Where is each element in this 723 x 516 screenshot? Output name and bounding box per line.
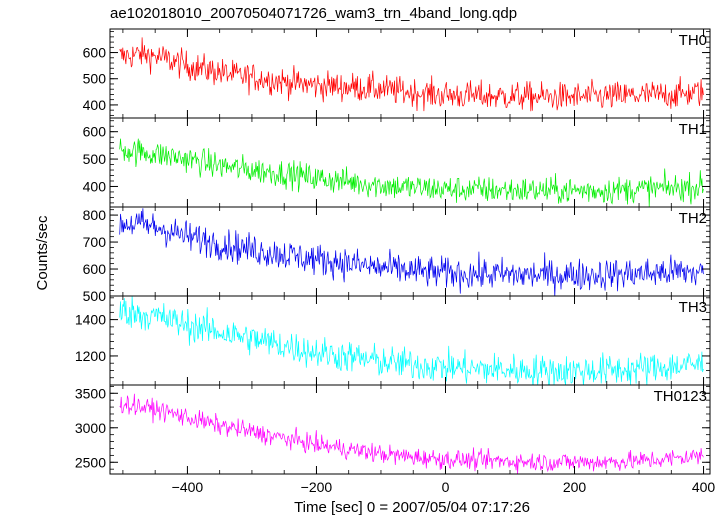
panel-th1: 400 500 600 TH1 (83, 117, 711, 208)
y-tick-label: 600 (83, 124, 107, 140)
panels-group: 400 500 600 TH0 400 500 600 TH1 500 600 700 800 TH2 1… (75, 28, 716, 495)
y-axis-label: Counts/sec (34, 215, 51, 291)
chart-title: ae102018010_20070504071726_wam3_trn_4ban… (110, 5, 517, 22)
panel-frame (109, 384, 711, 475)
series-label: TH2 (679, 210, 707, 227)
x-axis-label: Time [sec] 0 = 2007/05/04 07:17:26 (294, 499, 530, 516)
panel-frame (109, 28, 711, 119)
series-label: TH1 (679, 121, 707, 138)
y-tick-label: 700 (83, 234, 107, 250)
panel-th3: 1200 1400 TH3 (75, 295, 711, 386)
series-line-th3 (119, 296, 704, 385)
y-tick-label: 500 (83, 288, 107, 304)
y-tick-label: 500 (83, 151, 107, 167)
series-label: TH3 (679, 299, 707, 316)
series-line-th0 (119, 37, 704, 112)
y-tick-label: 1200 (75, 348, 106, 364)
series-line-th0123 (119, 393, 704, 474)
y-tick-label: 600 (83, 45, 107, 61)
x-tick-label: 200 (563, 479, 587, 495)
y-tick-label: 600 (83, 261, 107, 277)
y-tick-label: 1400 (75, 312, 106, 328)
x-tick-label: −200 (301, 479, 333, 495)
y-tick-label: 3000 (75, 420, 106, 436)
x-tick-label: −400 (172, 479, 204, 495)
y-tick-label: 800 (83, 207, 107, 223)
panel-th0123: 2500 3000 3500 TH0123 (75, 384, 711, 475)
series-line-th1 (119, 138, 704, 207)
panel-th0: 400 500 600 TH0 (83, 28, 711, 119)
panel-th2: 500 600 700 800 TH2 (83, 206, 711, 304)
y-tick-label: 400 (83, 178, 107, 194)
y-tick-label: 2500 (75, 454, 106, 470)
y-tick-label: 500 (83, 71, 107, 87)
y-tick-label: 3500 (75, 385, 106, 401)
y-tick-label: 400 (83, 97, 107, 113)
panel-frame (109, 295, 711, 386)
x-tick-label: 400 (692, 479, 716, 495)
x-tick-label: 0 (442, 479, 450, 495)
series-line-th2 (119, 208, 704, 296)
series-label: TH0 (679, 32, 707, 49)
series-label: TH0123 (654, 388, 707, 405)
